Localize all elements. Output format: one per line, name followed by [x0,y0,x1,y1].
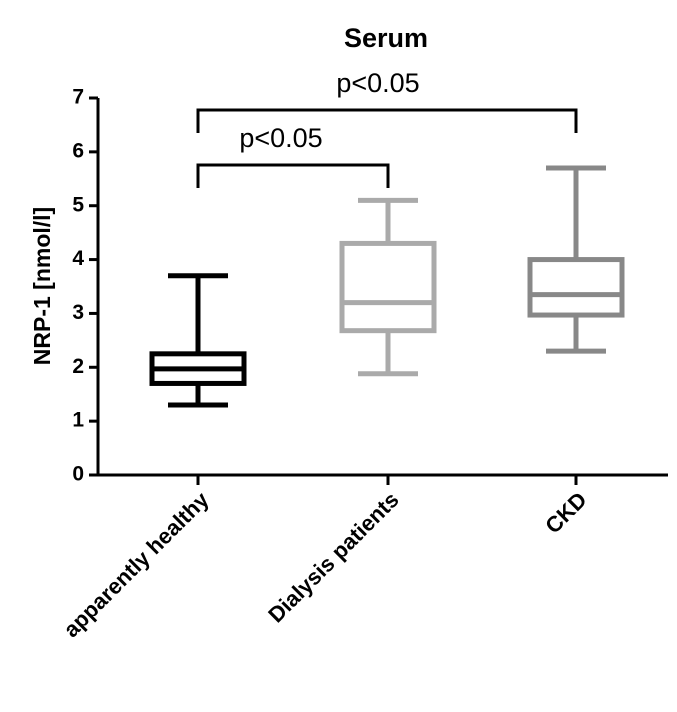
y-tick-label: 3 [72,301,84,324]
y-tick-label: 7 [72,86,84,109]
y-tick-label: 0 [72,463,84,486]
box [527,257,625,318]
y-tick-label: 1 [72,409,84,432]
chart-title: Serum [344,23,428,53]
y-tick-label: 5 [72,193,84,216]
significance-label: p<0.05 [336,68,419,98]
significance-bracket [196,108,578,133]
significance-bracket [196,163,390,188]
significance-label: p<0.05 [239,123,322,153]
y-axis-label: NRP-1 [nmol/l] [29,207,55,365]
y-tick-label: 6 [72,139,84,162]
box [339,240,437,334]
x-tick-label: apparently healthy [59,486,215,642]
y-tick-label: 2 [72,355,84,378]
y-tick-label: 4 [72,247,84,270]
x-tick-label: CKD [540,487,591,538]
x-tick-label: Dialysis patients [263,487,403,627]
